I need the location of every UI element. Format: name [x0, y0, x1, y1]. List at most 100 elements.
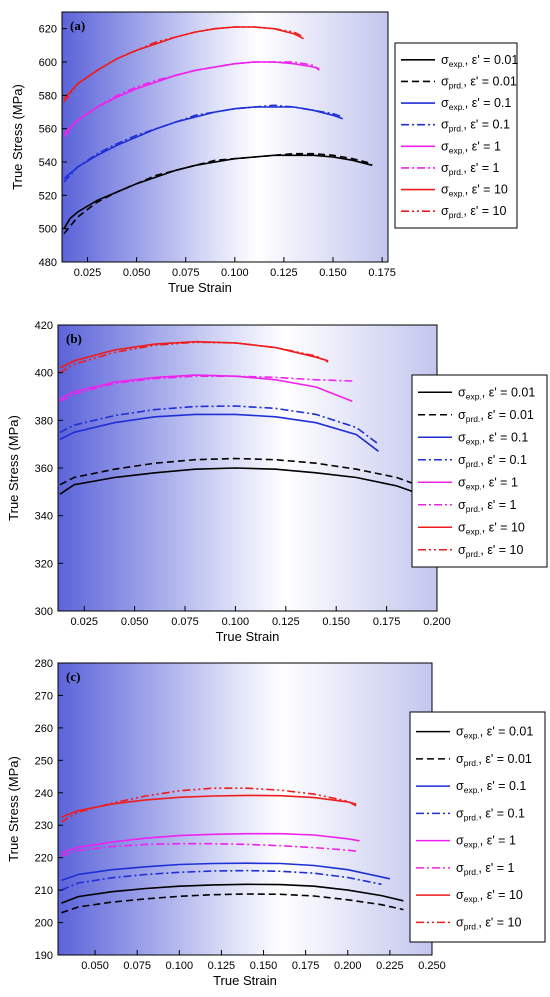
y-tick-label: 400: [35, 368, 53, 380]
series-line-5: [61, 832, 360, 854]
legend-label: σexp., ε' = 10: [441, 183, 508, 199]
legend-label: σexp., ε' = 1: [441, 139, 501, 155]
chart-panel-2: 0.025 0.050 0.075 0.100 0.125 0.150 0.175 0.200…: [6, 320, 548, 644]
y-tick-label: 220: [35, 853, 53, 865]
x-tick-label: 0.150: [322, 616, 350, 628]
plot-background: [62, 12, 388, 262]
series-line-3: [59, 413, 379, 452]
chart-panel-3: 0.050 0.075 0.100 0.125 0.150 0.175 0.200 0.225…: [6, 658, 546, 988]
legend-label: σprd., ε' = 10: [456, 915, 521, 931]
x-tick-label: 0.175: [373, 616, 401, 628]
legend-label: σprd., ε' = 1: [456, 861, 515, 877]
legend-label: σprd., ε' = 10: [441, 204, 506, 220]
x-tick-label: 0.050: [121, 616, 149, 628]
legend-label: σprd., ε' = 0.01: [441, 74, 517, 90]
legend-label: σexp., ε' = 0.01: [441, 53, 518, 69]
series-line-2: [59, 457, 418, 486]
y-tick-label: 520: [39, 190, 57, 202]
y-tick-label: 320: [35, 558, 53, 570]
series-line-8: [60, 787, 357, 823]
y-tick-label: 300: [35, 606, 53, 618]
y-tick-label: 260: [35, 723, 53, 735]
y-axis-label: True Stress (MPa): [10, 84, 25, 190]
legend-label: σexp., ε' = 0.01: [456, 725, 533, 741]
series-line-4: [59, 405, 379, 445]
legend-label: σprd., ε' = 1: [441, 161, 500, 177]
legend-label: σexp., ε' = 10: [456, 888, 523, 904]
y-tick-label: 240: [35, 788, 53, 800]
y-axis-label: True Stress (MPa): [6, 756, 21, 862]
x-tick-label: 0.175: [368, 267, 396, 279]
x-axis-label: True Strain: [168, 280, 232, 295]
y-axis-label: True Stress (MPa): [6, 415, 21, 521]
x-tick-label: 0.100: [166, 960, 194, 972]
y-tick-label: 280: [35, 658, 53, 670]
axes-frame: [61, 11, 389, 263]
x-tick-label: 0.050: [81, 960, 109, 972]
legend-label: σprd., ε' = 10: [458, 543, 523, 559]
x-tick-label: 0.150: [250, 960, 278, 972]
legend-label: σexp., ε' = 0.1: [456, 779, 526, 795]
x-tick-label: 0.075: [171, 616, 199, 628]
y-tick-label: 210: [35, 885, 53, 897]
y-tick-label: 560: [39, 124, 57, 136]
x-tick-label: 0.025: [74, 267, 102, 279]
legend-label: σexp., ε' = 0.1: [458, 430, 528, 446]
series-line-8: [59, 341, 329, 374]
y-tick-label: 600: [39, 57, 57, 69]
x-tick-label: 0.050: [123, 267, 151, 279]
x-tick-label: 0.150: [319, 267, 347, 279]
x-tick-label: 0.125: [208, 960, 236, 972]
series-line-6: [59, 375, 353, 403]
series-line-2: [63, 152, 373, 235]
y-tick-label: 480: [39, 257, 57, 269]
x-axis-label: True Strain: [216, 629, 280, 644]
y-tick-label: 360: [35, 463, 53, 475]
x-tick-label: 0.100: [221, 267, 249, 279]
series-line-4: [63, 104, 344, 183]
legend-box: [409, 711, 546, 943]
x-tick-label: 0.125: [272, 616, 300, 628]
y-tick-label: 380: [35, 415, 53, 427]
x-axis-label: True Strain: [213, 973, 277, 988]
y-tick-label: 340: [35, 511, 53, 523]
legend-label: σexp., ε' = 0.1: [441, 96, 511, 112]
x-tick-label: 0.250: [418, 960, 446, 972]
x-tick-label: 0.025: [70, 616, 98, 628]
y-tick-label: 500: [39, 224, 57, 236]
chart-panel-1: 0.025 0.050 0.075 0.100 0.125 0.150 0.175 480 50…: [10, 11, 518, 295]
y-tick-label: 540: [39, 157, 57, 169]
series-line-1: [61, 883, 404, 904]
panel-label: (b): [66, 331, 82, 346]
series-line-3: [61, 862, 391, 882]
x-tick-label: 0.200: [334, 960, 362, 972]
series-line-5: [59, 374, 353, 403]
y-tick-label: 270: [35, 690, 53, 702]
x-tick-label: 0.125: [270, 267, 298, 279]
legend-label: σexp., ε' = 1: [458, 475, 518, 491]
x-tick-label: 0.100: [222, 616, 250, 628]
series-line-1: [63, 154, 373, 230]
plot-background: [58, 663, 432, 955]
legend-label: σprd., ε' = 1: [458, 498, 517, 514]
series-line-2: [61, 893, 404, 914]
legend-label: σprd., ε' = 0.01: [456, 752, 532, 768]
legend-label: σexp., ε' = 0.01: [458, 385, 535, 401]
x-tick-label: 0.225: [376, 960, 404, 972]
panel-label: (c): [66, 669, 80, 684]
y-tick-label: 420: [35, 320, 53, 332]
legend-label: σprd., ε' = 0.1: [441, 118, 510, 134]
x-tick-label: 0.075: [172, 267, 200, 279]
legend-label: σprd., ε' = 0.1: [456, 806, 525, 822]
legend-box: [411, 374, 548, 568]
panel-label: (a): [70, 18, 85, 33]
y-tick-label: 250: [35, 755, 53, 767]
y-tick-label: 580: [39, 90, 57, 102]
series-line-1: [59, 467, 418, 495]
series-line-8: [63, 26, 304, 103]
y-tick-label: 620: [39, 24, 57, 36]
legend-label: σexp., ε' = 1: [456, 834, 516, 850]
y-tick-label: 190: [35, 950, 53, 962]
x-tick-label: 0.200: [423, 616, 451, 628]
